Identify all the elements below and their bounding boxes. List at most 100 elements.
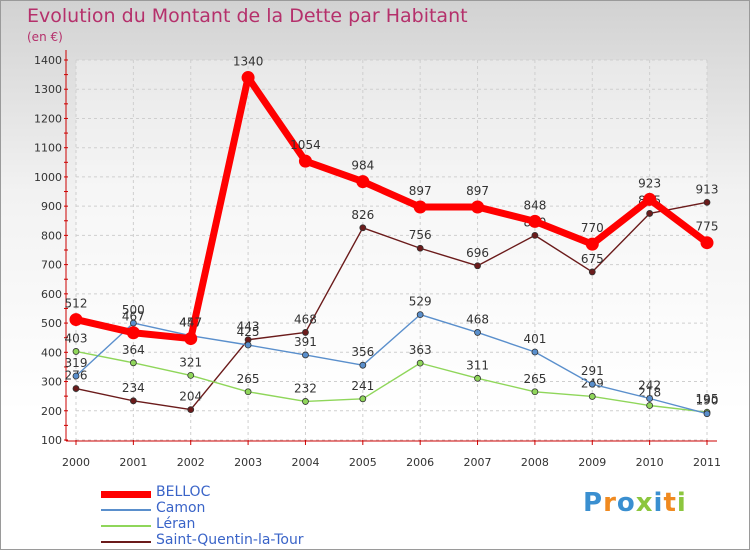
- data-point-camon: [474, 329, 481, 336]
- data-point-belloc: [126, 326, 140, 340]
- data-label-saint-quentin-la-tour: 826: [351, 208, 374, 222]
- data-point-camon: [244, 341, 252, 349]
- data-point-l-ran: [646, 402, 654, 409]
- data-point-saint-quentin-la-tour: [416, 244, 424, 252]
- series-line-saint-quentin-la-tour: [75, 201, 708, 411]
- x-tick-label: 2003: [234, 456, 262, 469]
- legend-swatch-camon: [101, 509, 151, 511]
- logo-letter: x: [635, 488, 654, 518]
- data-label-l-ran: 265: [237, 372, 260, 386]
- data-label-l-ran: 241: [351, 379, 374, 393]
- y-tick-label: 1000: [34, 171, 62, 184]
- data-point-saint-quentin-la-tour: [588, 268, 596, 276]
- logo-letter: t: [663, 488, 677, 518]
- data-point-belloc: [528, 214, 542, 228]
- data-point-camon: [588, 380, 596, 388]
- data-label-camon: 242: [638, 378, 661, 392]
- y-tick-label: 300: [41, 376, 62, 389]
- data-label-camon: 401: [523, 332, 546, 346]
- x-tick-label: 2010: [636, 456, 664, 469]
- x-tick-label: 2001: [119, 456, 147, 469]
- data-point-camon: [531, 348, 539, 356]
- x-tick-label: 2000: [62, 456, 90, 469]
- data-point-saint-quentin-la-tour: [474, 262, 481, 270]
- logo-letter: r: [603, 488, 617, 518]
- data-label-belloc: 1054: [290, 138, 321, 152]
- y-tick-label: 500: [41, 317, 62, 330]
- data-label-l-ran: 265: [523, 372, 546, 386]
- data-label-camon: 529: [409, 295, 432, 309]
- data-label-belloc: 775: [696, 220, 719, 234]
- y-tick-label: 100: [41, 434, 62, 447]
- proxiti-logo: Proxiti: [583, 488, 687, 518]
- y-tick-label: 1200: [34, 112, 62, 125]
- logo-letter: i: [653, 488, 664, 518]
- data-label-belloc: 447: [179, 316, 202, 330]
- legend-label-camon: Camon: [156, 500, 206, 516]
- y-tick-label: 400: [41, 346, 62, 359]
- data-label-saint-quentin-la-tour: 204: [179, 390, 202, 404]
- data-label-saint-quentin-la-tour: 234: [122, 381, 145, 395]
- y-tick-label: 900: [41, 200, 62, 213]
- data-point-saint-quentin-la-tour: [646, 210, 654, 217]
- data-point-l-ran: [531, 388, 539, 396]
- chart-title: Evolution du Montant de la Dette par Hab…: [27, 5, 468, 27]
- data-label-l-ran: 364: [122, 343, 145, 357]
- data-point-belloc: [356, 175, 370, 189]
- data-point-camon: [359, 361, 367, 369]
- data-label-belloc: 770: [581, 221, 604, 235]
- series-line-belloc: [72, 74, 711, 343]
- data-point-l-ran: [588, 393, 596, 400]
- y-tick-label: 1100: [34, 142, 62, 155]
- data-label-belloc: 467: [122, 310, 145, 324]
- data-label-camon: 319: [65, 356, 88, 370]
- data-point-camon: [129, 319, 137, 327]
- data-label-l-ran: 218: [638, 386, 661, 400]
- data-point-belloc: [643, 192, 657, 206]
- data-point-l-ran: [187, 371, 195, 379]
- data-point-belloc: [69, 313, 83, 327]
- plot-area: [76, 60, 707, 440]
- data-point-belloc: [471, 200, 485, 214]
- data-point-l-ran: [359, 395, 367, 403]
- data-label-l-ran: 232: [294, 381, 317, 395]
- data-label-camon: 500: [122, 303, 145, 317]
- x-tick-label: 2004: [291, 456, 319, 469]
- data-point-l-ran: [302, 398, 309, 405]
- legend-swatch-saint-quentin: [101, 541, 151, 543]
- legend-label-leran: Léran: [156, 516, 196, 532]
- data-label-saint-quentin-la-tour: 696: [466, 246, 489, 260]
- y-tick-label: 600: [41, 288, 62, 301]
- data-label-l-ran: 321: [179, 355, 202, 369]
- data-point-saint-quentin-la-tour: [531, 231, 539, 239]
- data-label-saint-quentin-la-tour: 913: [696, 182, 719, 196]
- logo-letter: o: [616, 488, 636, 518]
- legend-swatch-leran: [101, 525, 151, 527]
- legend-label-saint-quentin: Saint-Quentin-la-Tour: [156, 532, 304, 548]
- logo-letter: P: [583, 488, 604, 518]
- data-label-belloc: 848: [523, 198, 546, 212]
- data-label-camon: 468: [466, 312, 489, 326]
- series-line-camon: [75, 313, 708, 415]
- data-point-saint-quentin-la-tour: [187, 406, 195, 414]
- data-label-camon: 425: [237, 325, 260, 339]
- data-label-camon: 190: [696, 394, 719, 408]
- series-line-l-ran: [75, 350, 708, 413]
- data-label-camon: 391: [294, 335, 317, 349]
- data-point-saint-quentin-la-tour: [72, 385, 80, 392]
- data-label-l-ran: 363: [409, 343, 432, 357]
- x-tick-label: 2009: [578, 456, 606, 469]
- data-label-saint-quentin-la-tour: 468: [294, 312, 317, 326]
- data-label-belloc: 512: [65, 297, 88, 311]
- data-point-belloc: [298, 154, 312, 168]
- data-point-camon: [703, 410, 711, 418]
- data-label-belloc: 984: [351, 159, 374, 173]
- data-label-l-ran: 311: [466, 358, 489, 372]
- x-tick-label: 2005: [349, 456, 377, 469]
- data-point-belloc: [585, 237, 599, 251]
- y-tick-label: 200: [41, 405, 62, 418]
- data-point-l-ran: [72, 348, 80, 355]
- data-label-saint-quentin-la-tour: 756: [409, 228, 432, 242]
